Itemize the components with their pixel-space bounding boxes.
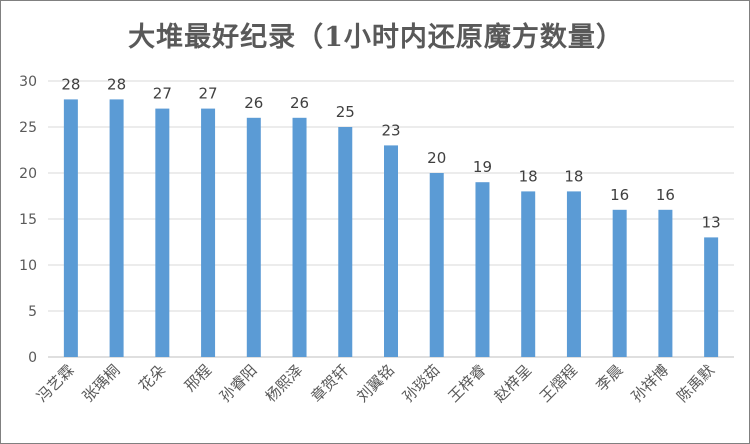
bar: [612, 209, 627, 357]
bar: [338, 127, 353, 357]
x-tick-label: 杨熙泽: [262, 361, 307, 406]
data-label: 16: [610, 186, 629, 204]
data-labels: 28 28 27 27 26 26 25 23 20 19 18 18 16 16 13: [61, 75, 720, 231]
data-label: 20: [427, 149, 446, 167]
y-tick-label: 10: [19, 258, 37, 274]
bar: [155, 108, 170, 357]
data-label: 25: [336, 103, 355, 121]
bar: [292, 117, 307, 357]
chart-title: 大堆最好纪录（1小时内还原魔方数量）: [128, 22, 624, 53]
x-tick-label: 赵梓呈: [490, 361, 535, 406]
x-tick-label: 孙睿阳: [216, 361, 261, 406]
x-tick-label: 冯艺霖: [33, 361, 78, 406]
x-tick-label: 王熠程: [536, 361, 581, 406]
data-label: 19: [473, 158, 492, 176]
bar: [429, 173, 444, 357]
x-tick-label: 刘翼铭: [353, 361, 398, 406]
bar: [475, 182, 490, 357]
bar: [63, 99, 78, 358]
data-label: 26: [290, 94, 309, 112]
x-tick-label: 王梓睿: [445, 361, 490, 406]
y-tick-label: 5: [28, 304, 37, 320]
data-label: 16: [656, 186, 675, 204]
y-tick-label: 15: [19, 212, 37, 228]
data-label: 18: [519, 167, 538, 185]
x-tick-label: 章贺轩: [308, 361, 353, 406]
data-label: 26: [244, 94, 263, 112]
bar: [384, 145, 398, 357]
bar: [658, 209, 673, 357]
bar: [201, 108, 216, 357]
data-label: 18: [564, 167, 583, 185]
bar: [246, 117, 261, 357]
bars: [63, 99, 719, 358]
bar: [521, 191, 536, 357]
data-label: 28: [107, 75, 126, 93]
y-axis: 0 5 10 15 20 25 30: [19, 74, 37, 366]
x-tick-label: 花朵: [135, 361, 169, 395]
data-label: 28: [61, 75, 80, 93]
x-tick-label: 孙祥博: [628, 361, 673, 406]
bar: [566, 191, 581, 357]
y-tick-label: 20: [19, 166, 37, 182]
x-tick-label: 张瑀桐: [79, 361, 124, 406]
x-tick-label: 陈禹默: [673, 361, 718, 406]
bar: [704, 237, 719, 357]
x-tick-label: 李晨: [593, 361, 627, 395]
y-tick-label: 25: [19, 120, 37, 136]
data-label: 23: [381, 121, 400, 139]
x-tick-label: 邢程: [181, 361, 215, 395]
x-tick-label: 孙琰茹: [399, 361, 444, 406]
data-label: 27: [199, 85, 218, 103]
data-label: 13: [702, 213, 721, 231]
data-label: 27: [153, 85, 172, 103]
y-tick-label: 0: [28, 350, 37, 366]
y-tick-label: 30: [19, 74, 37, 90]
x-axis: 冯艺霖 张瑀桐 花朵 邢程 孙睿阳 杨熙泽 章贺轩 刘翼铭 孙琰茹 王梓睿 赵梓呈 王熠程 李晨 孙祥博陈…: [33, 361, 718, 406]
bar: [109, 99, 124, 358]
